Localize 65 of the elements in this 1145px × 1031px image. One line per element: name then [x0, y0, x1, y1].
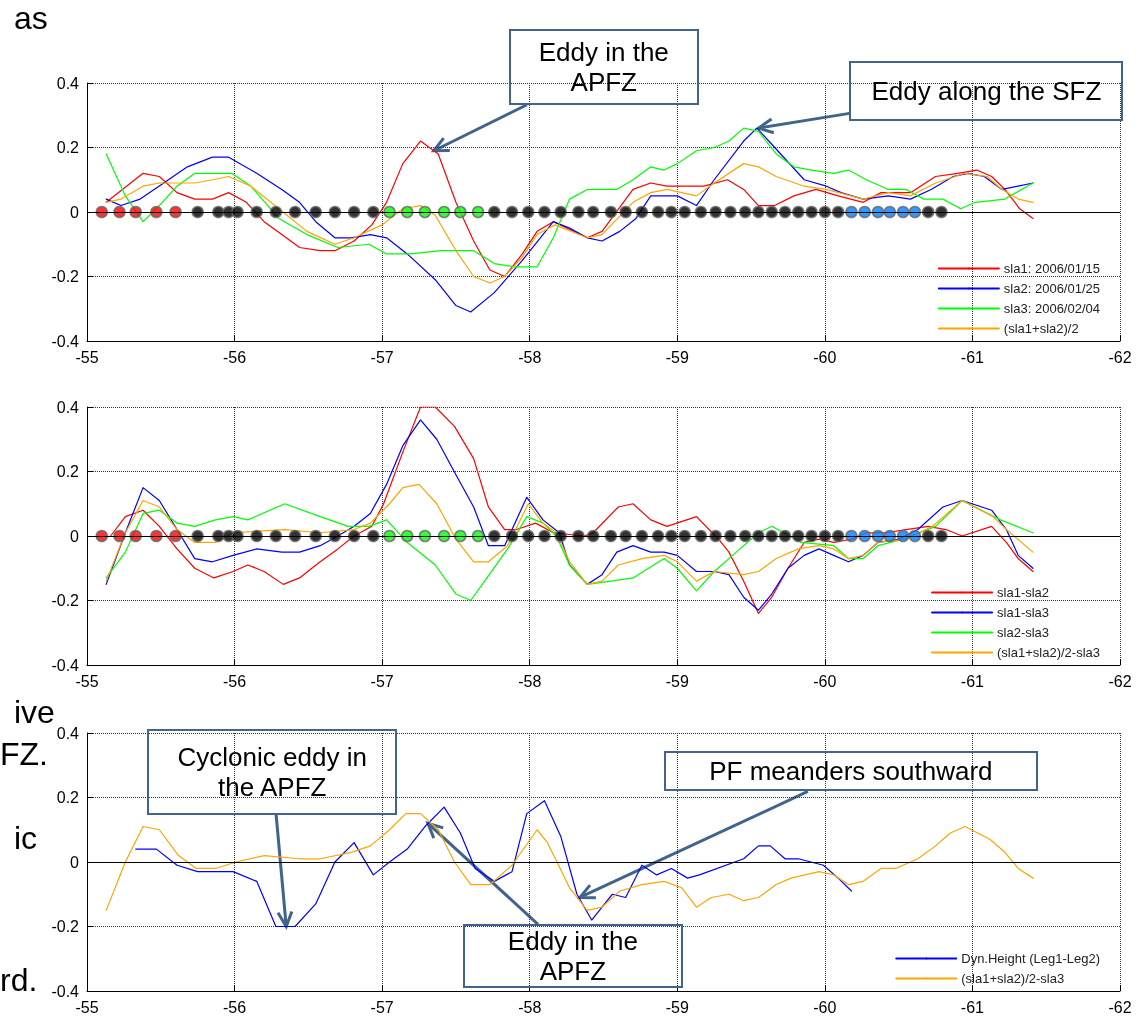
x-tick-label: -56: [223, 348, 247, 366]
x-tick-label: -58: [518, 672, 542, 690]
x-tick-label: -57: [370, 672, 394, 690]
text: ive: [14, 694, 55, 730]
y-tick-label: -0.4: [51, 982, 80, 1000]
legend-label: Dyn.Height (Leg1-Leg2): [961, 951, 1100, 966]
y-tick-label: 0.4: [56, 398, 80, 416]
legend-label: (sla1+sla2)/2: [1003, 321, 1079, 336]
x-tick-label: -62: [1108, 672, 1132, 690]
y-tick-label: -0.4: [51, 332, 80, 350]
text: rd.: [0, 962, 38, 998]
annotation: Cyclonic eddy in the APFZ: [147, 728, 398, 815]
x-tick-label: -55: [75, 348, 99, 366]
y-tick-label: -0.2: [51, 592, 80, 609]
y-tick-label: -0.2: [51, 918, 80, 935]
y-tick-label: 0.2: [56, 139, 80, 156]
annotation: Eddy along the SFZ: [849, 61, 1124, 122]
legend-label: sla1: 2006/01/15: [1003, 261, 1101, 276]
annotation: Eddy in the APFZ: [462, 924, 683, 989]
legend-label: sla3: 2006/02/04: [1003, 301, 1101, 316]
x-tick-label: -55: [75, 998, 99, 1016]
line-series: [105, 127, 1034, 313]
line-series: [105, 140, 1034, 278]
text: ic: [14, 820, 38, 856]
x-tick-label: -59: [665, 998, 689, 1016]
line-series: [135, 800, 853, 928]
x-tick-label: -62: [1108, 348, 1132, 366]
legend-label: (sla1+sla2)/2-sla3: [997, 645, 1100, 660]
legend-label: sla1-sla3: [997, 605, 1050, 620]
y-tick-label: 0.2: [56, 789, 80, 806]
x-tick-label: -61: [960, 672, 985, 690]
legend-label: (sla1+sla2)/2-sla3: [961, 971, 1065, 986]
x-tick-label: -61: [960, 348, 985, 366]
annotation: PF meanders southward: [663, 751, 1038, 792]
text: as: [14, 0, 48, 36]
x-tick-label: -58: [518, 348, 542, 366]
y-tick-label: 0.4: [56, 74, 80, 92]
y-tick-label: 0: [70, 853, 80, 871]
y-tick-label: 0: [70, 203, 80, 221]
x-tick-label: -56: [223, 672, 247, 690]
x-tick-label: -60: [813, 348, 837, 366]
x-tick-label: -62: [1108, 998, 1132, 1016]
annotation: Eddy in the APFZ: [508, 28, 699, 105]
x-tick-label: -55: [75, 672, 99, 690]
line-series: [105, 483, 1034, 585]
x-tick-label: -57: [370, 348, 394, 366]
x-tick-label: -59: [665, 348, 689, 366]
x-tick-label: -57: [370, 998, 394, 1016]
x-tick-label: -60: [813, 672, 837, 690]
x-tick-label: -59: [665, 672, 689, 690]
line-series: [105, 813, 1034, 911]
x-tick-label: -56: [223, 998, 247, 1016]
y-tick-label: 0.2: [56, 463, 80, 480]
x-tick-label: -60: [813, 998, 837, 1016]
text: FZ.: [0, 736, 48, 772]
x-tick-label: -58: [518, 998, 542, 1016]
y-tick-label: -0.4: [51, 656, 80, 674]
line-series: [105, 163, 1034, 284]
x-tick-label: -61: [960, 998, 985, 1016]
legend-label: sla1-sla2: [997, 585, 1050, 600]
y-tick-label: 0: [70, 527, 80, 545]
legend-label: sla2-sla3: [997, 625, 1050, 640]
legend-label: sla2: 2006/01/25: [1003, 281, 1101, 296]
y-tick-label: 0.4: [56, 724, 80, 742]
y-tick-label: -0.2: [51, 268, 80, 285]
